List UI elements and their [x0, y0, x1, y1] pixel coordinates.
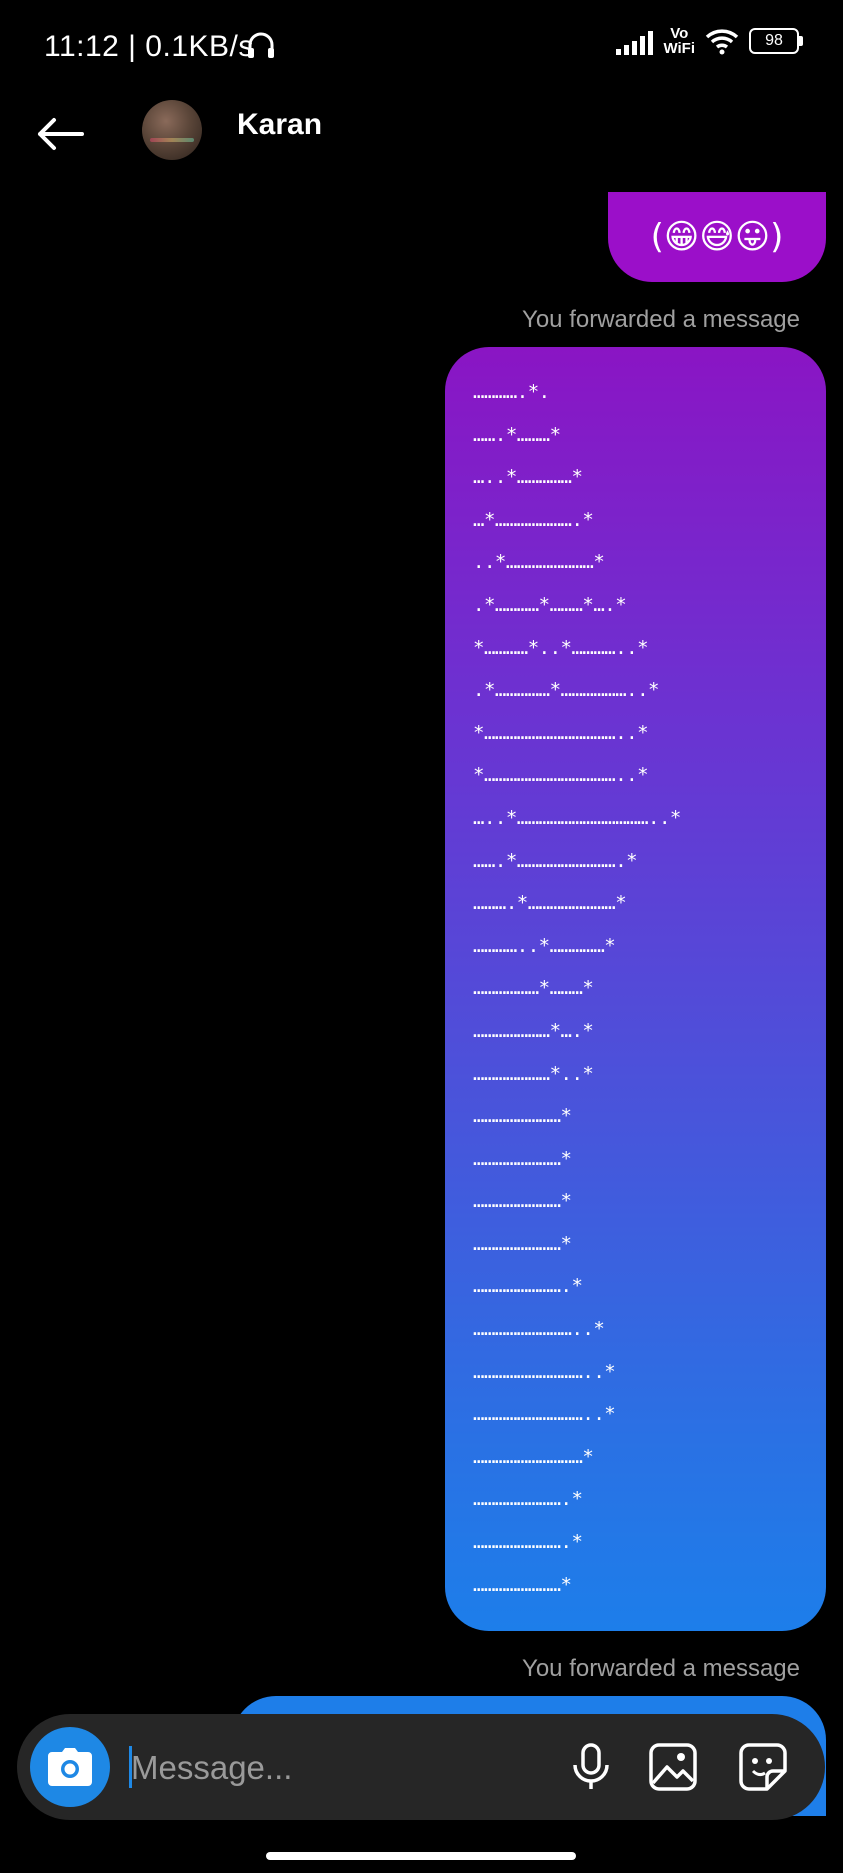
ascii-art-line: *………………………………..*: [473, 764, 649, 787]
wifi-icon: [705, 29, 739, 55]
microphone-icon[interactable]: [565, 1741, 617, 1793]
ascii-art-line: …………………………..*: [473, 1360, 616, 1383]
ascii-art-line: *………………………………..*: [473, 721, 649, 744]
ascii-art-line: …………………………..*: [473, 1403, 616, 1426]
ascii-art-line: ……………………*: [473, 1105, 572, 1128]
ascii-art-line: ………….*.: [473, 381, 550, 403]
message-bubble-emoji[interactable]: (😁😅😛): [608, 192, 826, 282]
sticker-icon[interactable]: [737, 1741, 789, 1793]
ascii-art-line: *…………*..*…………..*: [473, 636, 649, 659]
message-input[interactable]: [129, 1744, 573, 1792]
ascii-art-line: ..*……………………*: [473, 551, 605, 574]
ascii-art-line: …….*……………………….*: [473, 849, 638, 872]
ascii-art-line: ……………………*: [473, 1190, 572, 1213]
ascii-art-line: …………………….*: [473, 1531, 583, 1554]
forwarded-label: You forwarded a message: [522, 1655, 800, 1682]
ascii-art-line: ………………………..*: [473, 1318, 605, 1341]
ascii-art-line: .*…………*………*….*: [473, 593, 627, 616]
ascii-art-line: …………………*….*: [473, 1019, 594, 1042]
headphones-icon: [248, 32, 274, 58]
ascii-art-line: ……………………*: [473, 1147, 572, 1170]
ascii-art-line: …………………*..*: [473, 1062, 594, 1085]
forwarded-label: You forwarded a message: [522, 306, 800, 333]
ascii-art-line: …………………….*: [473, 1275, 583, 1298]
contact-name[interactable]: Karan: [237, 108, 323, 141]
ascii-art-line: …*………………….*: [473, 508, 594, 531]
ascii-art-line: …………..*……………*: [473, 934, 616, 957]
image-icon[interactable]: [647, 1741, 699, 1793]
ascii-art-line: .*……………*………………..*: [473, 679, 659, 702]
ascii-art-line: ……….*……………………*: [473, 892, 627, 915]
ascii-art-line: ………………*………*: [473, 977, 594, 1000]
message-composer: [17, 1714, 825, 1820]
battery-indicator: 98: [749, 28, 803, 54]
ascii-art-text: ………….*. …….*………* …..*……………* …*………………….* ..*……: [473, 371, 681, 1606]
ascii-art-line: …….*………*: [473, 423, 561, 446]
status-bar: 11:12 | 0.1KB/s Vo WiFi 98: [0, 0, 843, 96]
back-arrow-icon[interactable]: [34, 108, 86, 160]
ascii-art-line: …………………….*: [473, 1488, 583, 1511]
vowifi-indicator: Vo WiFi: [663, 25, 695, 57]
avatar[interactable]: [142, 100, 202, 160]
text-cursor: [129, 1746, 132, 1788]
ascii-art-line: …………………………*: [473, 1445, 594, 1468]
ascii-art-line: ……………………*: [473, 1573, 572, 1596]
ascii-art-line: …..*………………………………..*: [473, 806, 681, 829]
message-bubble-ascii-art[interactable]: ………….*. …….*………* …..*……………* …*………………….* ..*……: [445, 347, 826, 1631]
status-time-speed: 11:12 | 0.1KB/s: [44, 30, 254, 63]
signal-icon: [616, 27, 654, 55]
ascii-art-line: …..*……………*: [473, 466, 583, 489]
ascii-art-line: ……………………*: [473, 1232, 572, 1255]
home-indicator[interactable]: [266, 1852, 576, 1860]
camera-icon: [48, 1748, 92, 1786]
camera-button[interactable]: [30, 1727, 110, 1807]
